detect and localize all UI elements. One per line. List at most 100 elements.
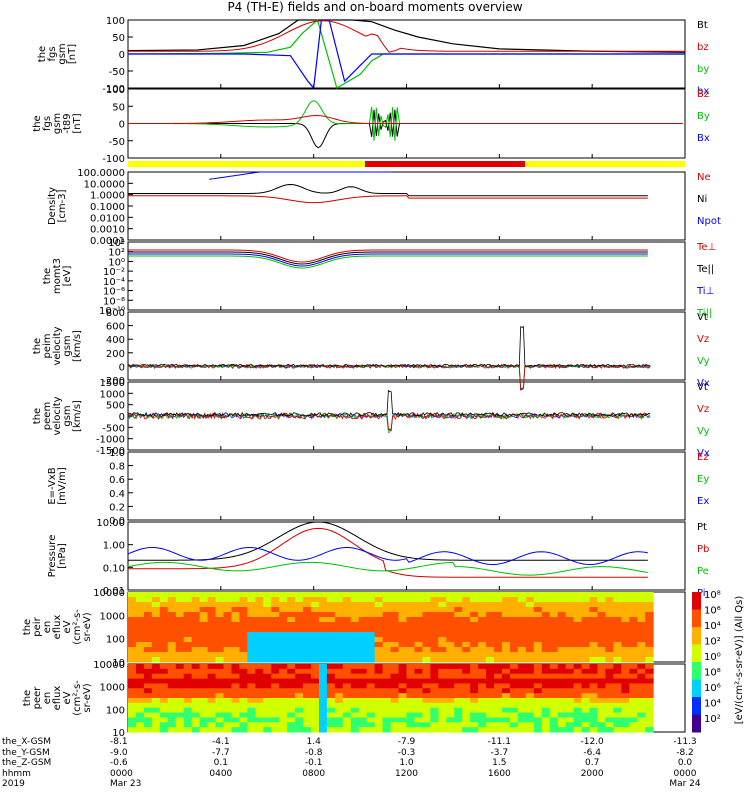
peer-spectrogram-cell [263,683,272,689]
peer-spectrogram-cell [501,693,511,699]
peer-spectrogram-cell [207,707,217,714]
peer-spectrogram-cell [565,698,575,704]
peir-spectrogram-cell [350,602,360,608]
peir-spectrogram-cell [581,632,591,638]
peer-spectrogram-cell [494,688,503,694]
peir-spectrogram-cell [167,612,177,618]
peir-spectrogram-cell [406,622,415,628]
peir-spectrogram-cell [557,647,567,653]
peir-spectrogram-cell [175,612,185,618]
peir-spectrogram-cell [255,597,264,603]
peir-spectrogram-cell [358,647,368,653]
peer-spectrogram-cell [597,678,606,684]
peir-spectrogram-cell [311,622,320,628]
peir-spectrogram-cell [342,617,352,623]
peir-spectrogram-cell [128,602,137,608]
peir-spectrogram-cell [414,622,423,628]
ytick-label: 1000 [100,389,125,400]
peir-spectrogram-cell [175,652,185,658]
peir-spectrogram-cell [533,602,543,608]
peer-spectrogram-cell [462,693,471,699]
peer-spectrogram-cell [494,722,503,728]
peer-spectrogram-cell [191,722,201,728]
peer-spectrogram-cell [366,727,376,733]
legend-fgs-0: Bt [697,20,708,31]
peer-spectrogram-cell [541,707,551,714]
peir-spectrogram-cell [478,612,487,618]
peir-spectrogram-cell [207,642,217,648]
peir-spectrogram-cell [207,607,217,613]
peer-spectrogram-cell [597,707,606,714]
peer-spectrogram-cell [589,698,598,704]
peer-spectrogram-cell [239,693,248,699]
ytick-label: 10 [112,728,125,739]
peer-spectrogram-cell [462,707,471,714]
peer-spectrogram-cell [422,688,431,694]
peer-spectrogram-cell [279,727,288,733]
peir-spectrogram-cell [358,632,368,638]
footer-z-value: -0.6 [110,758,128,768]
peer-spectrogram-cell [589,712,598,718]
peer-spectrogram-cell [589,722,598,728]
peir-spectrogram-cell [398,592,407,598]
peir-spectrogram-cell [128,627,137,633]
peir-spectrogram-cell [390,592,400,598]
peer-spectrogram-cell [215,698,224,704]
peer-spectrogram-cell [183,693,193,699]
peer-spectrogram-cell [342,683,352,689]
peir-spectrogram-cell [334,637,344,643]
footer-z-value: 1.0 [399,758,414,768]
peer-spectrogram-cell [589,727,598,733]
peer-spectrogram-cell [342,698,352,704]
peer-spectrogram-cell [430,702,439,709]
peir-spectrogram-cell [143,642,153,648]
peer-spectrogram-cell [406,717,415,723]
peir-spectrogram-cell [255,647,264,653]
peir-spectrogram-cell [271,622,280,628]
peer-spectrogram-cell [462,683,471,689]
peer-spectrogram-cell [597,688,606,694]
peir-spectrogram-cell [358,652,368,658]
peir-spectrogram-cell [645,637,654,643]
peer-spectrogram-cell [509,693,519,699]
peer-spectrogram-cell [215,722,224,728]
peer-spectrogram-cell [581,712,591,718]
peer-spectrogram-cell [573,693,583,699]
peer-spectrogram-cell [645,668,654,675]
peer-spectrogram-cell [581,707,591,714]
peer-spectrogram-cell [533,693,543,699]
ylabel-line: gsm [57,43,68,64]
peer-spectrogram-cell [430,693,439,699]
peer-spectrogram-cell [231,664,240,670]
peer-spectrogram-cell [215,717,224,723]
ytick-label: -1500 [96,446,125,457]
peer-spectrogram-cell [605,712,614,718]
peer-spectrogram-cell [374,673,384,680]
peer-spectrogram-cell [390,727,400,733]
peer-spectrogram-cell [549,693,559,699]
peir-spectrogram-cell [637,627,646,633]
legend-density-1: Ni [697,194,707,205]
peer-spectrogram-cell [215,683,224,689]
peir-spectrogram-cell [597,622,606,628]
density-npot [209,171,393,180]
peer-spectrogram-cell [589,688,598,694]
peer-spectrogram-cell [263,673,272,680]
peer-spectrogram-cell [342,717,352,723]
peir-spectrogram-cell [629,607,638,613]
peer-spectrogram-cell [175,664,185,670]
peer-spectrogram-cell [533,707,543,714]
peer-spectrogram-cell [279,664,288,670]
peir-spectrogram-cell [239,617,248,623]
peer-spectrogram-cell [414,688,423,694]
peir-spectrogram-cell [175,592,185,598]
peir-spectrogram-cell [414,652,423,658]
peir-spectrogram-cell [175,627,185,633]
peer-spectrogram-cell [295,678,304,684]
peir-spectrogram-cell [573,592,583,598]
ytick-label: -500 [102,423,125,434]
peir-spectrogram-cell [167,652,177,658]
peer-spectrogram-cell [446,727,455,733]
peir-spectrogram-cell [525,607,535,613]
peer-spectrogram-cell [637,693,646,699]
